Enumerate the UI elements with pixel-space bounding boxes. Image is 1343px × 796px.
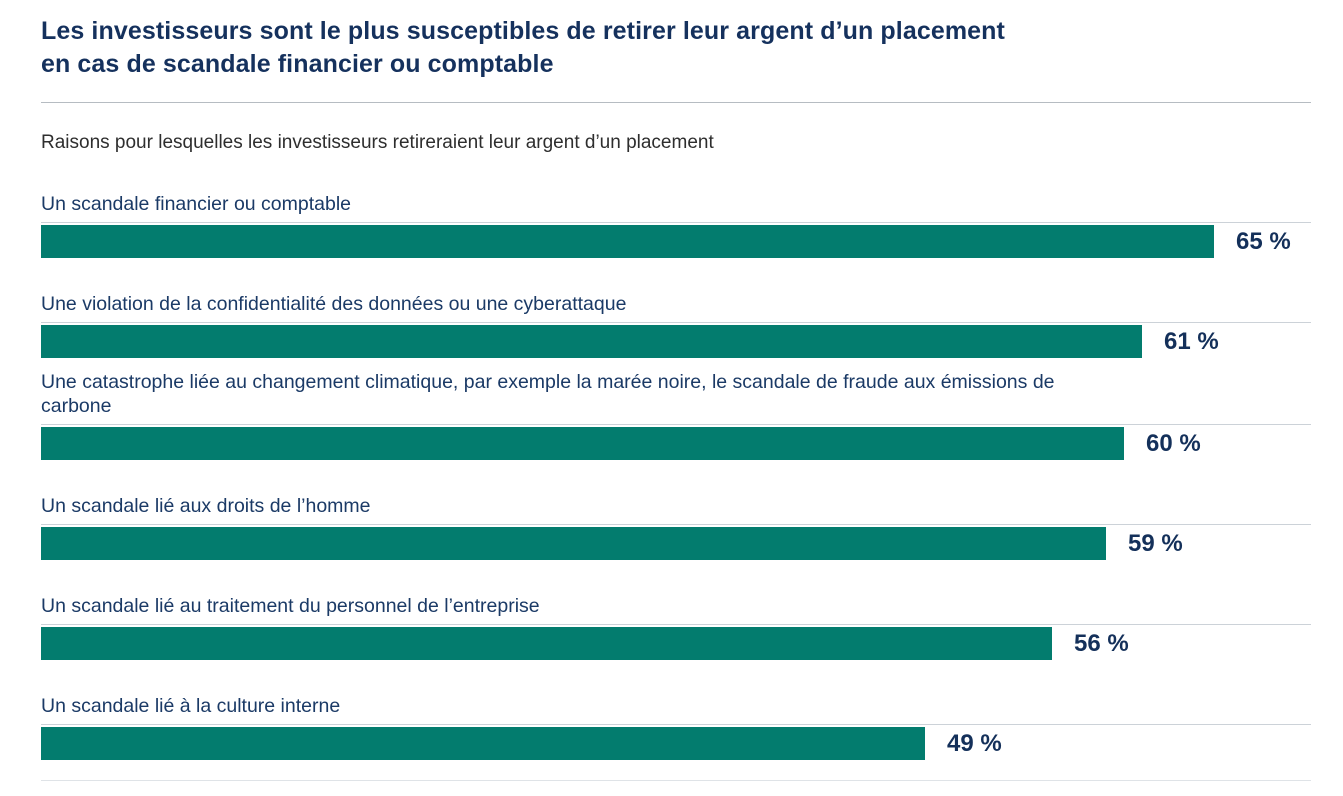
chart-row-employee-treatment: Un scandale lié au traitement du personn… — [41, 594, 1311, 660]
chart-row-financial-scandal: Un scandale financier ou comptable 65 % — [41, 192, 1311, 258]
bar-value: 65 % — [1236, 227, 1291, 255]
bar-label: Une catastrophe liée au changement clima… — [41, 371, 1055, 417]
bar-value: 61 % — [1164, 327, 1219, 355]
bar — [41, 427, 1124, 460]
bar — [41, 527, 1106, 560]
bar-label: Un scandale lié aux droits de l’homme — [41, 495, 371, 517]
bar-track: 61 % — [41, 322, 1311, 358]
chart-row-human-rights: Un scandale lié aux droits de l’homme 59… — [41, 494, 1311, 560]
bar-track: 59 % — [41, 524, 1311, 560]
page-title-line-2: en cas de scandale financier ou comptabl… — [41, 50, 554, 78]
bar-chart: Un scandale financier ou comptable 65 % … — [41, 192, 1311, 760]
chart-subtitle: Raisons pour lesquelles les investisseur… — [41, 132, 714, 153]
chart-row-data-breach: Une violation de la confidentialité des … — [41, 292, 1311, 358]
bar-track: 65 % — [41, 222, 1311, 258]
bottom-divider — [41, 780, 1311, 781]
bar-value: 56 % — [1074, 629, 1129, 657]
title-divider — [41, 102, 1311, 103]
bar-track: 49 % — [41, 724, 1311, 760]
bar-value: 59 % — [1128, 529, 1183, 557]
chart-row-climate-disaster: Une catastrophe liée au changement clima… — [41, 370, 1311, 460]
bar — [41, 627, 1052, 660]
bar-label: Un scandale lié à la culture interne — [41, 695, 341, 717]
page-title: Les investisseurs sont le plus susceptib… — [41, 15, 1311, 81]
chart-row-internal-culture: Un scandale lié à la culture interne 49 … — [41, 694, 1311, 760]
bar-value: 49 % — [947, 729, 1002, 757]
bar-value: 60 % — [1146, 429, 1201, 457]
bar-track: 56 % — [41, 624, 1311, 660]
bar-label: Une violation de la confidentialité des … — [41, 293, 627, 315]
bar-label: Un scandale lié au traitement du personn… — [41, 595, 540, 617]
bar-label: Un scandale financier ou comptable — [41, 193, 352, 215]
bar-track: 60 % — [41, 424, 1311, 460]
bar — [41, 325, 1142, 358]
bar — [41, 225, 1214, 258]
page-title-line-1: Les investisseurs sont le plus susceptib… — [41, 17, 1005, 45]
bar — [41, 727, 925, 760]
